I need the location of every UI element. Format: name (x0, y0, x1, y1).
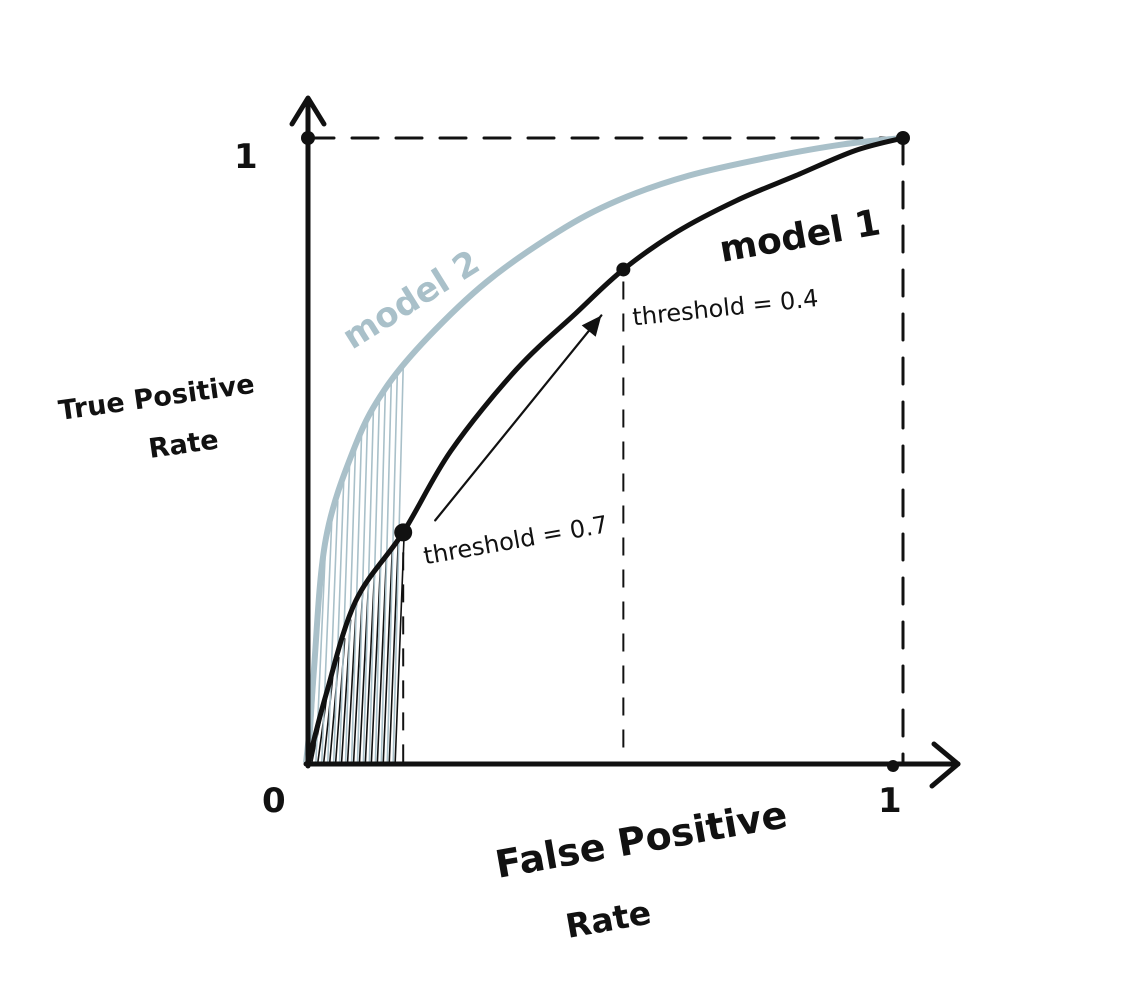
threshold-0-7-label: threshold = 0.7 (421, 510, 610, 570)
hatch-stroke-dark (376, 557, 388, 763)
model-2-curve (305, 135, 906, 767)
threshold-point-marker (394, 523, 413, 542)
threshold-0-4-label: threshold = 0.4 (631, 284, 819, 331)
threshold-arrow-shaft (434, 314, 603, 522)
axes (289, 95, 961, 789)
origin-tick-label: 0 (262, 781, 286, 821)
hatch-stroke-dark (382, 548, 394, 763)
hatch-stroke-light (392, 366, 405, 763)
hatch-stroke-light (368, 398, 381, 763)
hatch-stroke-light (362, 410, 375, 763)
x-one-marker (887, 760, 899, 772)
hatch-stroke-light (332, 481, 345, 763)
model-1-label: model 1 (716, 202, 883, 271)
y-axis-label-line2: Rate (147, 424, 221, 464)
hatch-stroke-dark (388, 540, 400, 763)
y-axis-label-line1: True Positive (57, 369, 257, 427)
x-tick-label-1: 1 (878, 781, 902, 821)
hatch-stroke-light (386, 373, 399, 763)
shaded-area-hatching (303, 366, 406, 763)
hatch-stroke-light (380, 380, 393, 763)
hatch-stroke-light (344, 443, 357, 763)
threshold-point-marker (616, 262, 631, 277)
hatch-stroke-dark (394, 531, 406, 763)
hatch-stroke-light (338, 462, 351, 763)
markers (301, 131, 910, 772)
model-1-curve (305, 135, 906, 767)
dashed-guide-lines (306, 136, 905, 766)
x-axis-label-line1: False Positive (492, 792, 791, 887)
hatch-stroke-light (320, 519, 333, 763)
hatch-stroke-light (374, 387, 387, 763)
series-layer (305, 135, 906, 767)
hatch-stroke-light (326, 500, 339, 763)
y-one-marker (301, 131, 315, 145)
end-point-marker (896, 131, 910, 145)
y-axis-arrowhead (289, 95, 327, 127)
hatch-stroke-dark (370, 565, 382, 763)
threshold-arrow-head (581, 315, 602, 337)
y-tick-label-1: 1 (234, 137, 258, 177)
x-axis-arrowhead (929, 741, 961, 789)
x-axis-label-line2: Rate (563, 893, 654, 946)
